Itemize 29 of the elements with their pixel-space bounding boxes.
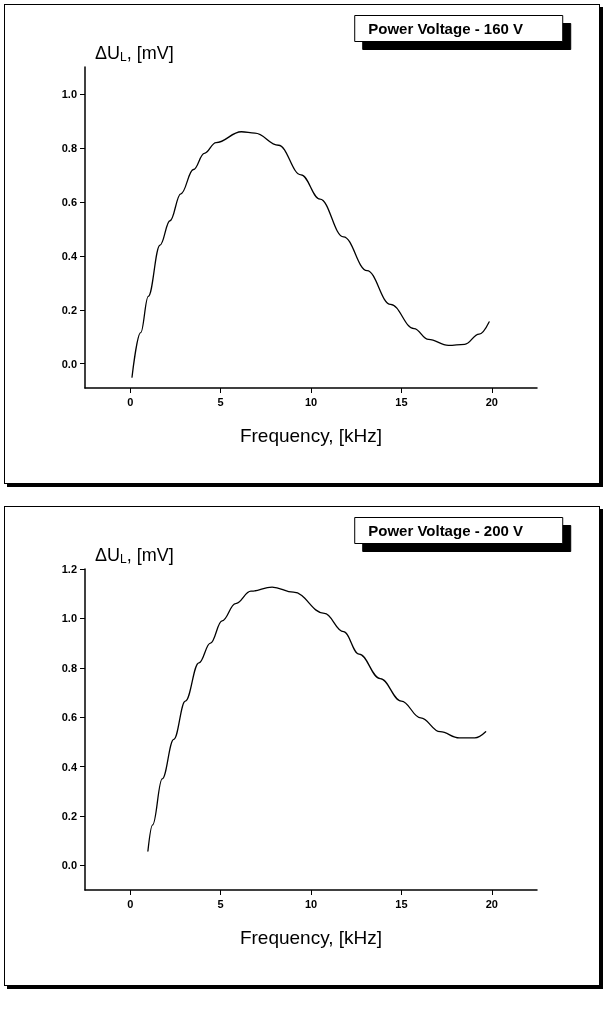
x-tick-label: 15	[395, 897, 408, 910]
y-tick-label: 0.2	[61, 809, 77, 822]
x-tick-label: 10	[304, 395, 318, 408]
x-axis-title: Frequency, [kHz]	[239, 927, 383, 948]
chart-title: Power Voltage - 160 V	[368, 20, 524, 37]
y-tick-label: 0.8	[61, 141, 77, 154]
y-tick-label: 0.4	[61, 760, 78, 773]
x-tick-label: 5	[217, 395, 224, 408]
y-tick-label: 0.2	[61, 303, 77, 316]
y-tick-label: 0.6	[61, 711, 77, 724]
x-tick-label: 0	[127, 897, 134, 910]
line-series	[131, 131, 490, 378]
x-tick-label: 20	[485, 897, 498, 910]
y-tick-label: 0.0	[61, 859, 77, 872]
chart-title: Power Voltage - 200 V	[368, 522, 524, 539]
y-tick-label: 1.0	[61, 87, 77, 100]
x-tick-label: 10	[304, 897, 318, 910]
y-tick-label: 1.2	[61, 563, 77, 575]
x-tick-label: 20	[485, 395, 498, 408]
y-tick-label: 0.4	[61, 249, 78, 262]
y-tick-label: 0.6	[61, 195, 77, 208]
x-axis-title: Frequency, [kHz]	[239, 425, 383, 446]
line-series	[147, 586, 487, 852]
y-tick-label: 0.8	[61, 661, 77, 674]
x-tick-label: 15	[395, 395, 408, 408]
y-tick-label: 0.0	[61, 357, 77, 370]
y-tick-label: 1.0	[61, 612, 77, 625]
x-tick-label: 5	[217, 897, 224, 910]
x-tick-label: 0	[127, 395, 134, 408]
